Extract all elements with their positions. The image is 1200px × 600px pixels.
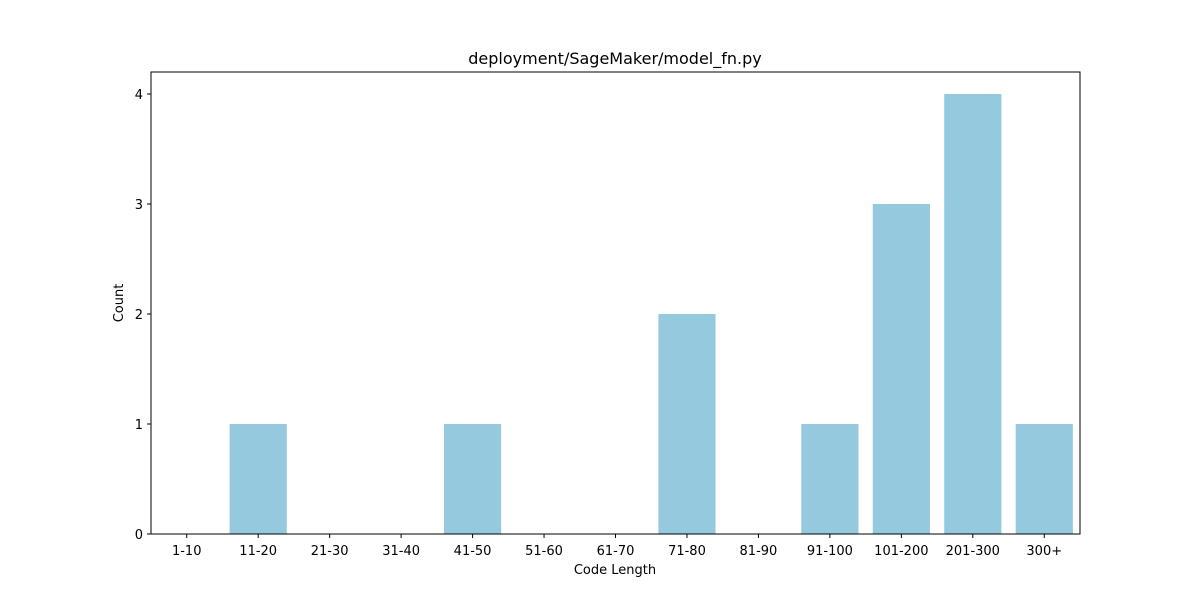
bar-101-200 bbox=[872, 204, 930, 534]
x-tick-label: 91-100 bbox=[807, 544, 853, 559]
x-tick-label: 61-70 bbox=[597, 544, 635, 559]
x-axis-label: Code Length bbox=[574, 563, 656, 578]
bars-group bbox=[229, 94, 1073, 534]
x-tick-label: 81-90 bbox=[740, 544, 778, 559]
x-axis-ticks: 1-10 11-20 21-30 31-40 41-50 51-60 61-70 71-80 8… bbox=[172, 534, 1062, 559]
y-axis-label: Count bbox=[112, 284, 127, 323]
bar-11-20 bbox=[229, 424, 287, 534]
x-tick-label: 41-50 bbox=[454, 544, 492, 559]
bar-41-50 bbox=[443, 424, 502, 534]
x-tick-label: 31-40 bbox=[382, 544, 420, 559]
x-tick-label: 1-10 bbox=[172, 544, 202, 559]
x-tick-label: 51-60 bbox=[525, 544, 563, 559]
y-tick-label: 2 bbox=[135, 308, 143, 323]
y-tick-label: 3 bbox=[135, 198, 143, 213]
bar-91-100 bbox=[801, 424, 859, 534]
y-axis-ticks: 0 1 2 3 4 bbox=[135, 88, 151, 543]
x-tick-label: 201-300 bbox=[946, 544, 1000, 559]
x-tick-label: 101-200 bbox=[874, 544, 928, 559]
chart-title: deployment/SageMaker/model_fn.py bbox=[468, 49, 761, 69]
x-tick-label: 71-80 bbox=[668, 544, 706, 559]
y-tick-label: 0 bbox=[135, 528, 143, 543]
bar-201-300 bbox=[944, 94, 1002, 534]
x-tick-label: 300+ bbox=[1026, 544, 1062, 559]
x-tick-label: 11-20 bbox=[239, 544, 277, 559]
bar-300+ bbox=[1015, 424, 1073, 534]
plot-frame bbox=[150, 71, 1081, 535]
bar-71-80 bbox=[658, 314, 716, 534]
x-tick-label: 21-30 bbox=[311, 544, 349, 559]
y-tick-label: 1 bbox=[135, 418, 143, 433]
y-tick-label: 4 bbox=[135, 88, 143, 103]
